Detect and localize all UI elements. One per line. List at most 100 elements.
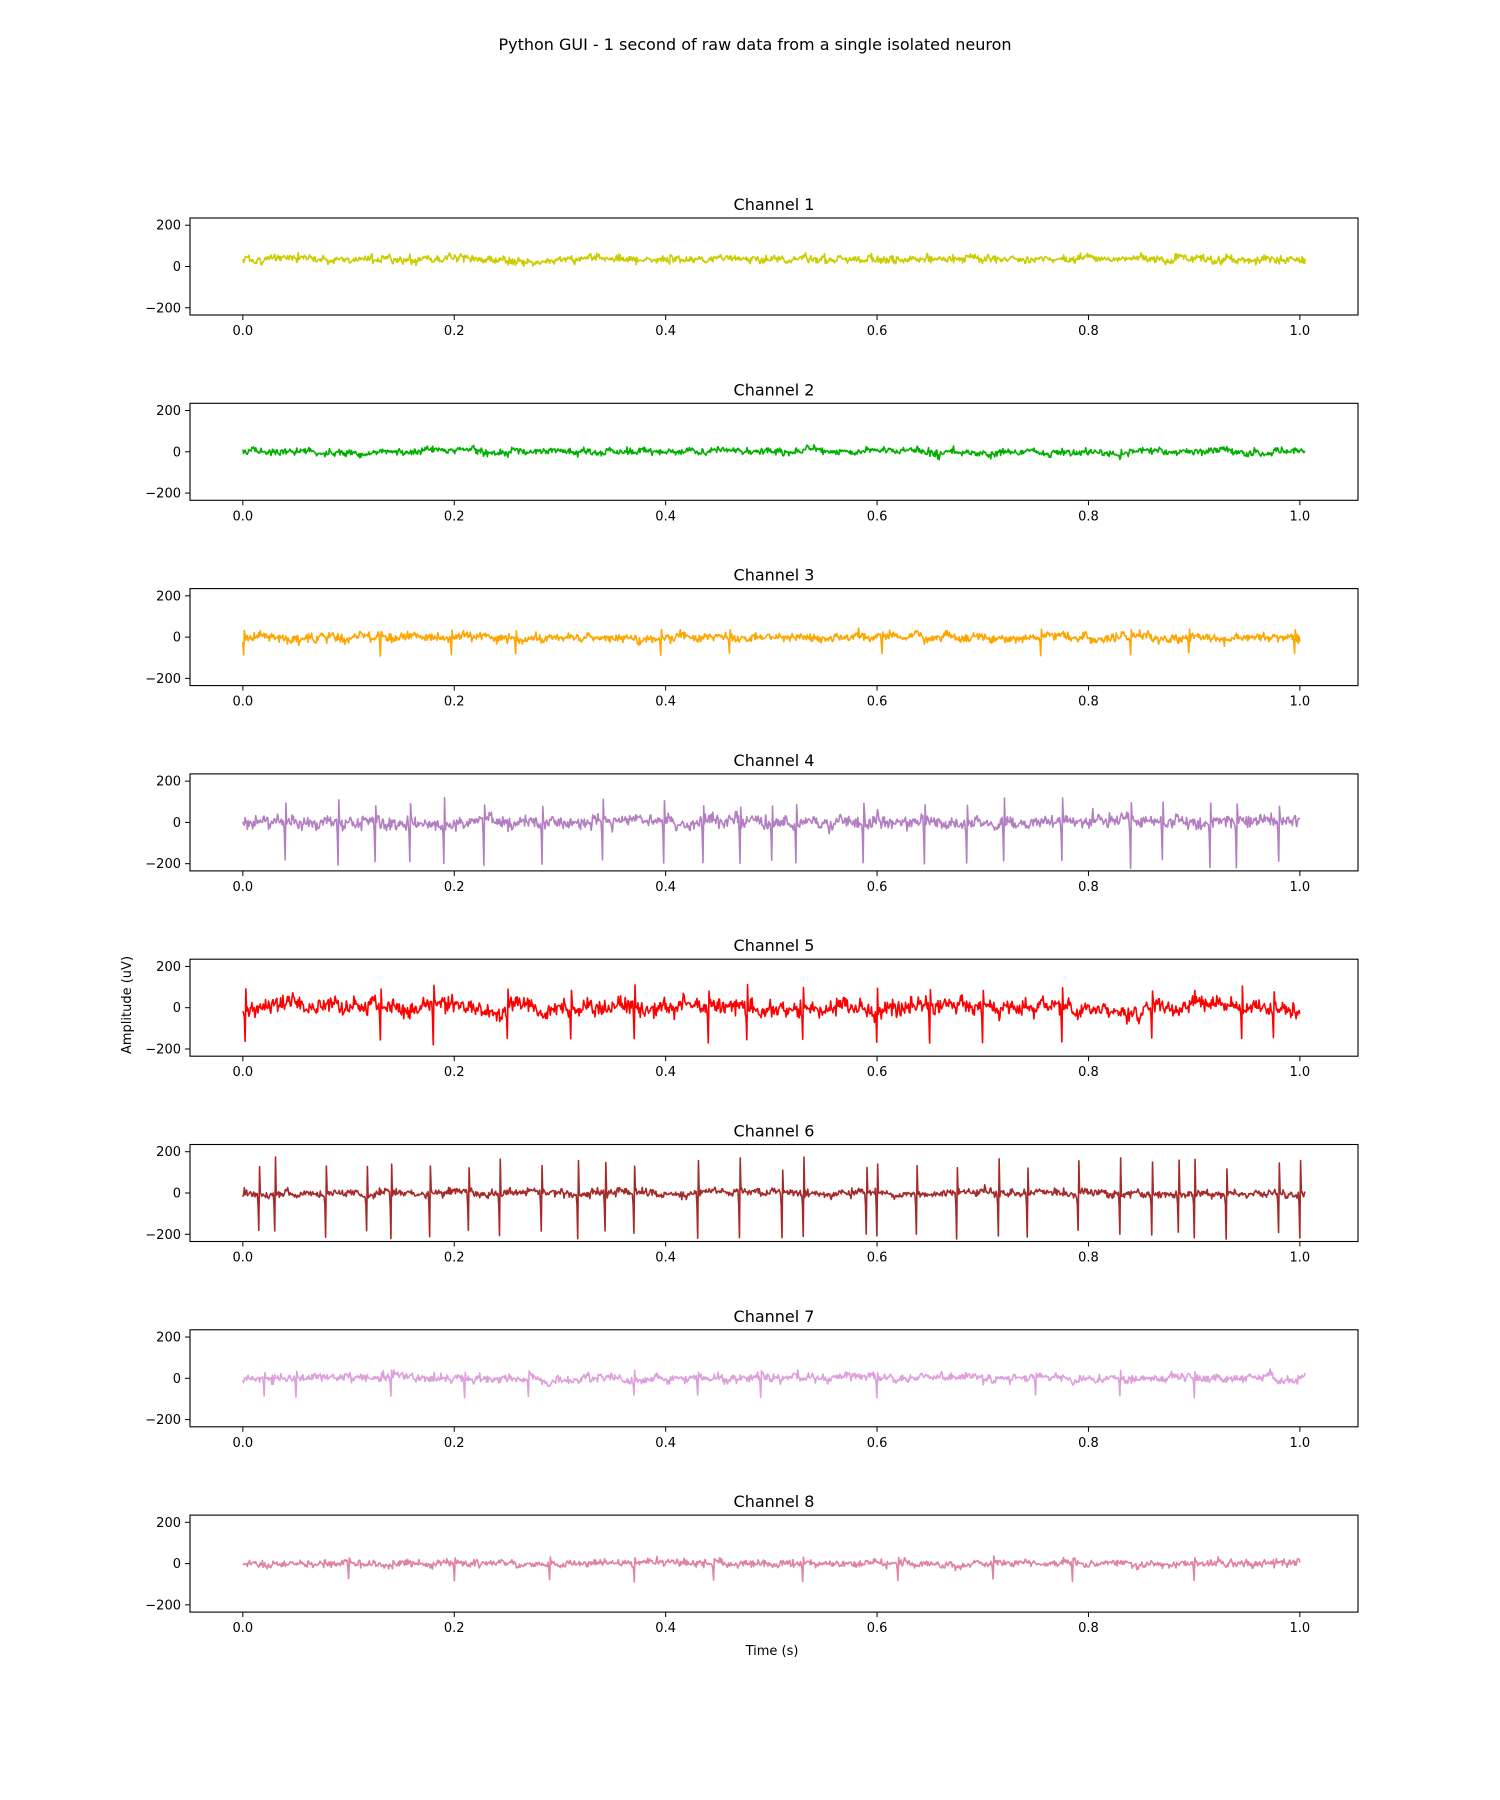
channel-6-panel: Channel 6 200 0 −200 0.0 0.2 0.4 0.6 0.8 1.0 bbox=[145, 1122, 1359, 1266]
x-axis-label: Time (s) bbox=[745, 1644, 799, 1659]
channel-5-xtick-label: 0.4 bbox=[655, 1065, 676, 1080]
channel-3-ytick-label: 200 bbox=[156, 589, 181, 604]
channel-1-xtick-label: 0.8 bbox=[1078, 324, 1099, 339]
channel-2-xtick-label: 0.6 bbox=[867, 509, 888, 524]
channel-2-panel: Channel 2 200 0 −200 0.0 0.2 0.4 0.6 0.8 1.0 bbox=[145, 380, 1359, 524]
channel-5-title: Channel 5 bbox=[734, 936, 815, 955]
channel-2-title: Channel 2 bbox=[734, 380, 815, 399]
channel-4-xtick-label: 0.2 bbox=[444, 880, 465, 895]
channel-4-ytick-label: 200 bbox=[156, 775, 181, 790]
channel-8-xtick-label: 0.0 bbox=[233, 1621, 254, 1636]
channel-8-xtick-label: 0.2 bbox=[444, 1621, 465, 1636]
channel-2-ytick-label: 200 bbox=[156, 404, 181, 419]
channel-1-axes-frame bbox=[189, 217, 1359, 316]
channel-1-xtick-label: 1.0 bbox=[1290, 324, 1311, 339]
channel-6-xtick-label: 0.0 bbox=[233, 1251, 254, 1266]
channel-1-xtick-label: 0.2 bbox=[444, 324, 465, 339]
channel-7-ytick-label: −200 bbox=[145, 1413, 181, 1428]
channel-8-xtick-label: 0.4 bbox=[655, 1621, 676, 1636]
channel-8-xtick-label: 0.8 bbox=[1078, 1621, 1099, 1636]
channel-3-panel: Channel 3 200 0 −200 0.0 0.2 0.4 0.6 0.8 1.0 bbox=[145, 566, 1359, 710]
channel-5-panel: Channel 5 200 0 −200 0.0 0.2 0.4 0.6 0.8 1.0 bbox=[145, 936, 1359, 1080]
channel-1-xtick-label: 0.0 bbox=[233, 324, 254, 339]
channel-6-trace bbox=[242, 1156, 1306, 1240]
channel-6-xtick-label: 0.8 bbox=[1078, 1251, 1099, 1266]
channel-3-xtick-label: 0.8 bbox=[1078, 695, 1099, 710]
channel-6-xtick-label: 0.6 bbox=[867, 1251, 888, 1266]
channel-7-xtick-label: 0.4 bbox=[655, 1436, 676, 1451]
channel-4-panel: Channel 4 200 0 −200 0.0 0.2 0.4 0.6 0.8 1.0 bbox=[145, 751, 1359, 895]
channel-3-trace bbox=[242, 627, 1301, 657]
channel-4-ytick-label: 0 bbox=[173, 816, 181, 831]
channel-5-trace bbox=[242, 983, 1301, 1046]
channel-1-panel: Channel 1 200 0 −200 0.0 0.2 0.4 0.6 0.8 1.0 bbox=[145, 195, 1359, 339]
channel-6-ytick-label: −200 bbox=[145, 1228, 181, 1243]
channel-4-xtick-label: 0.6 bbox=[867, 880, 888, 895]
channel-1-xtick-label: 0.6 bbox=[867, 324, 888, 339]
channel-5-xtick-label: 1.0 bbox=[1290, 1065, 1311, 1080]
channel-1-ytick-label: 200 bbox=[156, 219, 181, 234]
channel-8-panel: Channel 8 200 0 −200 0.0 0.2 0.4 0.6 0.8 1.0 bbox=[145, 1492, 1359, 1636]
channel-1-trace bbox=[242, 252, 1306, 268]
channel-6-axes-frame bbox=[189, 1143, 1359, 1243]
channel-3-ytick-label: −200 bbox=[145, 672, 181, 687]
channel-4-xtick-label: 0.4 bbox=[655, 880, 676, 895]
channel-6-xtick-label: 0.4 bbox=[655, 1251, 676, 1266]
channel-3-xtick-label: 0.2 bbox=[444, 695, 465, 710]
channel-4-xtick-label: 0.0 bbox=[233, 880, 254, 895]
channel-2-ytick-label: −200 bbox=[145, 487, 181, 502]
channel-4-xtick-label: 1.0 bbox=[1290, 880, 1311, 895]
channel-7-xtick-label: 1.0 bbox=[1290, 1436, 1311, 1451]
channel-8-title: Channel 8 bbox=[734, 1492, 815, 1511]
channel-4-ytick-label: −200 bbox=[145, 857, 181, 872]
channel-8-xtick-label: 1.0 bbox=[1290, 1621, 1311, 1636]
channel-4-trace bbox=[242, 796, 1301, 870]
figure-suptitle: Python GUI - 1 second of raw data from a… bbox=[498, 35, 1011, 54]
channel-7-xtick-label: 0.8 bbox=[1078, 1436, 1099, 1451]
channel-7-ytick-label: 200 bbox=[156, 1331, 181, 1346]
channel-5-xtick-label: 0.6 bbox=[867, 1065, 888, 1080]
channel-3-xtick-label: 1.0 bbox=[1290, 695, 1311, 710]
channel-8-xtick-label: 0.6 bbox=[867, 1621, 888, 1636]
channel-6-title: Channel 6 bbox=[734, 1122, 815, 1141]
channel-7-title: Channel 7 bbox=[734, 1307, 815, 1326]
channel-2-ytick-label: 0 bbox=[173, 445, 181, 460]
channel-7-xtick-label: 0.0 bbox=[233, 1436, 254, 1451]
channel-5-xtick-label: 0.0 bbox=[233, 1065, 254, 1080]
channel-3-xtick-label: 0.6 bbox=[867, 695, 888, 710]
channel-3-xtick-label: 0.0 bbox=[233, 695, 254, 710]
channel-7-panel: Channel 7 200 0 −200 0.0 0.2 0.4 0.6 0.8 1.0 bbox=[145, 1307, 1359, 1451]
channel-5-ytick-label: −200 bbox=[145, 1042, 181, 1057]
channel-2-xtick-label: 0.4 bbox=[655, 509, 676, 524]
channel-4-xtick-label: 0.8 bbox=[1078, 880, 1099, 895]
channel-3-ytick-label: 0 bbox=[173, 631, 181, 646]
channel-7-ytick-label: 0 bbox=[173, 1372, 181, 1387]
channel-3-title: Channel 3 bbox=[734, 566, 815, 585]
channel-1-xtick-label: 0.4 bbox=[655, 324, 676, 339]
channel-5-xtick-label: 0.8 bbox=[1078, 1065, 1099, 1080]
y-axis-label: Amplitude (uV) bbox=[120, 956, 135, 1054]
channel-7-xtick-label: 0.2 bbox=[444, 1436, 465, 1451]
channel-6-xtick-label: 0.2 bbox=[444, 1251, 465, 1266]
channel-4-title: Channel 4 bbox=[734, 751, 815, 770]
channel-1-ytick-label: 0 bbox=[173, 260, 181, 275]
channel-7-xtick-label: 0.6 bbox=[867, 1436, 888, 1451]
channel-8-ytick-label: 200 bbox=[156, 1516, 181, 1531]
channel-6-ytick-label: 200 bbox=[156, 1145, 181, 1160]
channel-5-xtick-label: 0.2 bbox=[444, 1065, 465, 1080]
channel-2-xtick-label: 1.0 bbox=[1290, 509, 1311, 524]
channel-8-ytick-label: 0 bbox=[173, 1557, 181, 1572]
channel-2-xtick-label: 0.0 bbox=[233, 509, 254, 524]
channel-6-ytick-label: 0 bbox=[173, 1187, 181, 1202]
channel-5-ytick-label: 200 bbox=[156, 960, 181, 975]
channel-6-xtick-label: 1.0 bbox=[1290, 1251, 1311, 1266]
channel-8-ytick-label: −200 bbox=[145, 1598, 181, 1613]
channel-2-xtick-label: 0.8 bbox=[1078, 509, 1099, 524]
channel-5-ytick-label: 0 bbox=[173, 1001, 181, 1016]
channel-7-trace bbox=[242, 1368, 1306, 1399]
channel-8-trace bbox=[242, 1555, 1301, 1583]
channel-2-trace bbox=[242, 444, 1306, 461]
channel-1-title: Channel 1 bbox=[734, 195, 815, 214]
